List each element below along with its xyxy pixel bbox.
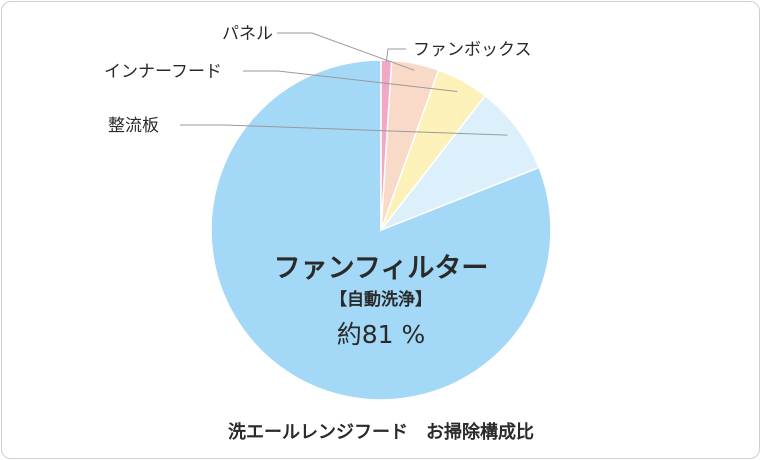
slice-label-panel: パネル: [222, 24, 273, 44]
leader-line-fan-box: [385, 48, 406, 62]
pie-slice-1: [378, 94, 541, 232]
leader-line-inner-hood: [243, 70, 458, 92]
slice-label-seiryuban: 整流板: [108, 116, 159, 136]
slice-label-fan-filter: ファンフィルター: [274, 253, 489, 284]
chart-title: 洗エールレンジフード お掃除構成比: [228, 421, 534, 443]
leader-lines: [180, 32, 508, 136]
pie-slice-0: [210, 59, 552, 401]
slice-note-fan-filter: 約81 %: [337, 320, 426, 349]
pie-slices: [210, 59, 552, 401]
leader-line-seiryuban: [180, 124, 508, 136]
slice-label-fan-box: ファンボックス: [413, 40, 532, 60]
slice-sub-fan-filter: 【自動洗浄】: [330, 289, 432, 310]
leader-line-panel: [277, 32, 415, 71]
slice-label-inner-hood: インナーフード: [104, 62, 222, 82]
